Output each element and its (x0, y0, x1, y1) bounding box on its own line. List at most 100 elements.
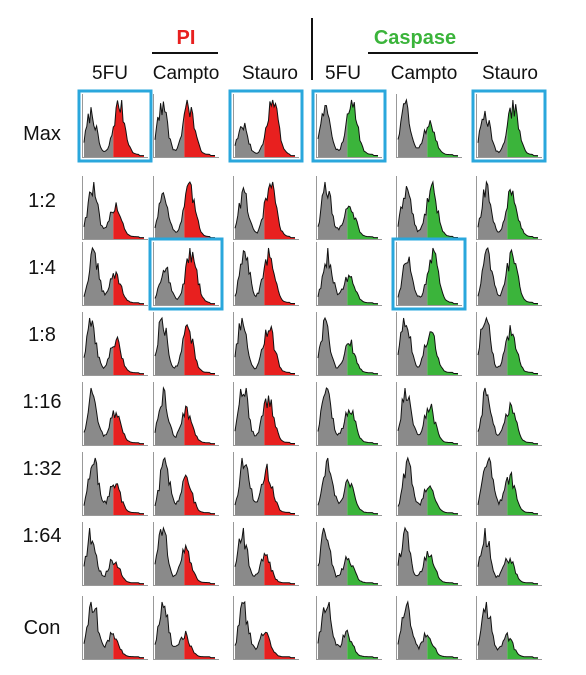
histogram-outline (477, 601, 538, 659)
group-title-pi: PI (176, 27, 196, 49)
highlight-box (311, 89, 387, 163)
histogram-positive-area (113, 100, 144, 157)
histogram-caspase-5fu-1-2 (316, 176, 382, 240)
histogram-positive-area (113, 633, 144, 659)
histogram-panel-caspase-campto-1-32 (396, 452, 462, 516)
histogram-panel-pi-campto-1-64 (153, 522, 219, 586)
histogram-panel-pi-campto-max (153, 94, 219, 158)
histogram-panel-pi-stauro-1-16 (233, 382, 299, 446)
histogram-outline (154, 181, 215, 239)
histogram-panel-pi-campto-1-2 (153, 176, 219, 240)
histogram-positive-area (113, 202, 144, 239)
histogram-panel-caspase-5fu-1-32 (316, 452, 382, 516)
histogram-pi-campto-1-32 (153, 452, 219, 516)
histogram-axes (476, 522, 542, 586)
histogram-axes (153, 596, 219, 660)
histogram-panel-pi-campto-1-16 (153, 382, 219, 446)
histogram-outline (83, 387, 144, 445)
column-label-pi-stauro: Stauro (242, 63, 298, 84)
histogram-axes (153, 242, 219, 306)
histogram-panel-caspase-5fu-1-64 (316, 522, 382, 586)
histogram-outline (154, 316, 215, 374)
histogram-panel-pi-campto-con (153, 596, 219, 660)
histogram-negative-area (155, 318, 185, 375)
histogram-axes (476, 94, 542, 158)
row-label-con: Con (23, 617, 61, 639)
histogram-outline (477, 527, 538, 585)
histogram-axes (316, 176, 382, 240)
histogram-axes (233, 312, 299, 376)
histogram-panel-pi-5fu-1-32 (82, 452, 148, 516)
histogram-positive-area (184, 631, 215, 659)
histogram-outline (317, 457, 378, 515)
histogram-negative-area (478, 318, 508, 375)
histogram-axes (153, 94, 219, 158)
histogram-axes (396, 522, 462, 586)
histogram-positive-area (347, 479, 378, 515)
histogram-axes (82, 522, 148, 586)
histogram-outline (317, 601, 378, 659)
histogram-caspase-campto-1-64 (396, 522, 462, 586)
histogram-axes (316, 94, 382, 158)
group-title-caspase: Caspase (373, 27, 457, 49)
histogram-outline (397, 600, 458, 659)
histogram-outline (234, 317, 295, 374)
histogram-axes (476, 382, 542, 446)
histogram-caspase-campto-1-8 (396, 312, 462, 376)
histogram-outline (317, 247, 378, 305)
histogram-pi-campto-1-4 (148, 237, 224, 311)
histogram-caspase-stauro-1-64 (476, 522, 542, 586)
row-label-1-8: 1:8 (28, 324, 56, 346)
histogram-axes (396, 94, 462, 158)
histogram-negative-area (84, 318, 114, 375)
histogram-panel-caspase-5fu-con (316, 596, 382, 660)
histogram-pi-5fu-1-8 (82, 312, 148, 376)
histogram-positive-area (507, 558, 538, 585)
histogram-outline (397, 456, 458, 515)
histogram-panel-caspase-stauro-1-64 (476, 522, 542, 586)
histogram-outline (83, 457, 144, 515)
histogram-pi-stauro-1-32 (233, 452, 299, 516)
histogram-caspase-campto-max (396, 94, 462, 158)
column-label-pi-5fu: 5FU (92, 63, 128, 84)
histogram-negative-area (84, 107, 114, 157)
histogram-negative-area (398, 602, 428, 659)
histogram-positive-area (347, 630, 378, 659)
histogram-negative-area (398, 100, 428, 157)
histogram-negative-area (398, 528, 428, 585)
highlight-box (471, 89, 547, 163)
histogram-panel-caspase-5fu-1-4 (316, 242, 382, 306)
histogram-axes (233, 452, 299, 516)
histogram-positive-area (427, 403, 458, 445)
histogram-outline (83, 601, 144, 659)
histogram-negative-area (155, 267, 185, 305)
histogram-positive-area (184, 324, 215, 375)
histogram-panel-pi-5fu-1-2 (82, 176, 148, 240)
histogram-negative-area (318, 182, 348, 239)
histogram-axes (316, 312, 382, 376)
histogram-panel-pi-campto-1-4 (148, 237, 224, 311)
histogram-caspase-campto-con (396, 596, 462, 660)
histogram-negative-area (84, 388, 114, 445)
histogram-outline (477, 456, 538, 515)
histogram-panel-pi-5fu-max (77, 89, 153, 163)
histogram-positive-area (184, 475, 215, 515)
histogram-axes (316, 522, 382, 586)
histogram-negative-area (478, 528, 508, 585)
histogram-outline (234, 99, 295, 157)
histogram-panel-caspase-campto-max (396, 94, 462, 158)
histogram-positive-area (347, 339, 378, 375)
histogram-negative-area (478, 248, 508, 305)
histogram-negative-area (84, 602, 114, 659)
histogram-panel-pi-5fu-1-4 (82, 242, 148, 306)
histogram-axes (476, 176, 542, 240)
histogram-outline (83, 527, 144, 585)
histogram-axes (396, 452, 462, 516)
histogram-outline (234, 527, 295, 585)
histogram-negative-area (235, 602, 265, 659)
histogram-panel-caspase-5fu-1-8 (316, 312, 382, 376)
histogram-outline (317, 527, 378, 585)
histogram-caspase-stauro-1-32 (476, 452, 542, 516)
histogram-negative-area (478, 388, 508, 445)
histogram-panel-pi-stauro-1-2 (233, 176, 299, 240)
